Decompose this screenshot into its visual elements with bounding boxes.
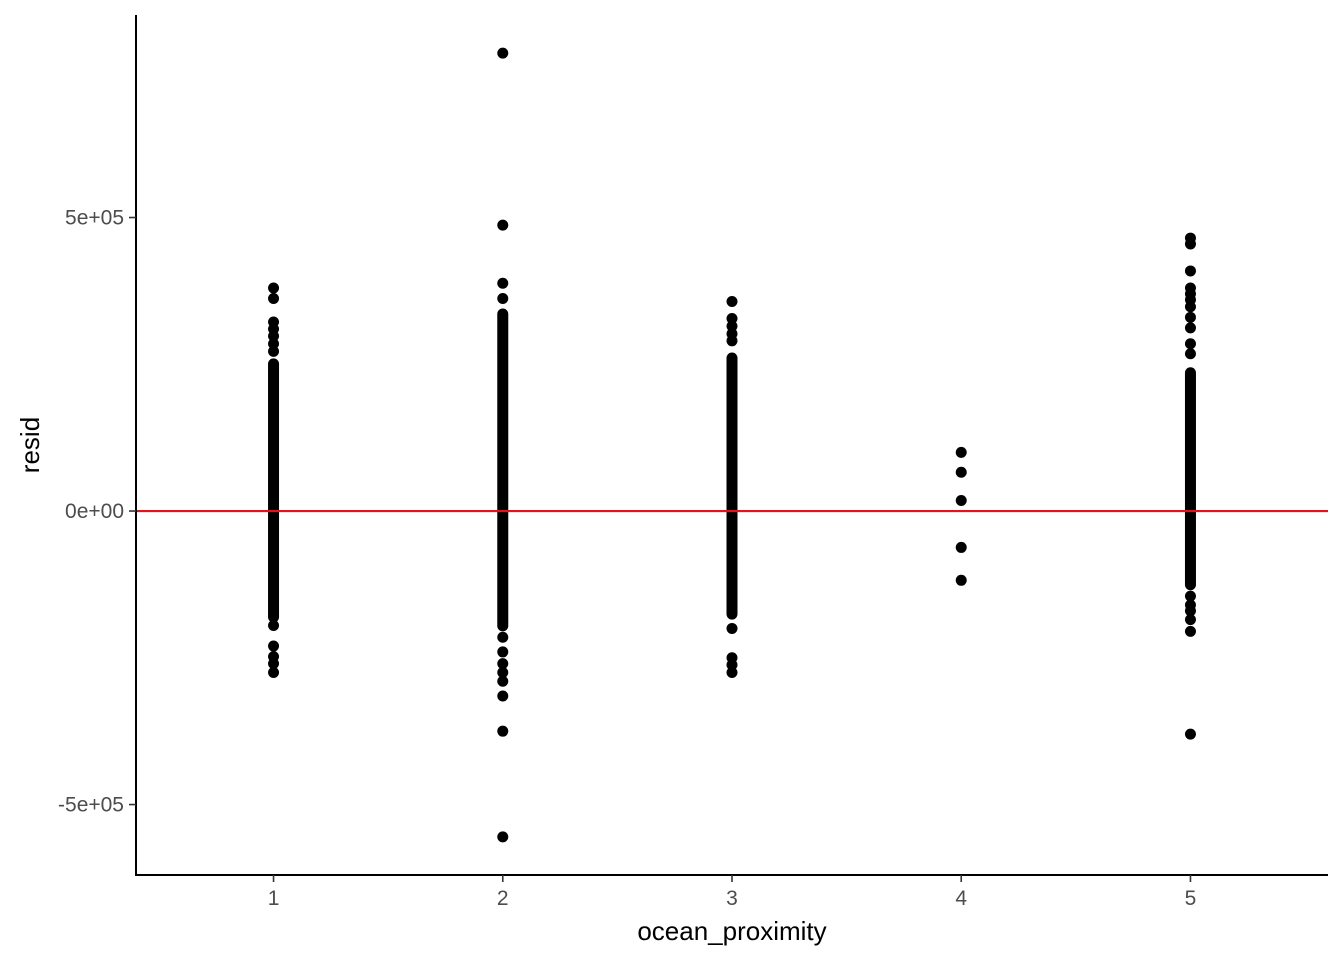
data-point (955, 494, 967, 506)
data-point (1184, 590, 1196, 602)
data-point (497, 690, 509, 702)
data-point (726, 335, 738, 347)
data-point (726, 666, 738, 678)
data-point (497, 675, 509, 687)
x-tick-label: 4 (955, 887, 967, 910)
data-point (268, 345, 280, 357)
data-point (268, 640, 280, 652)
y-tick-label: 5e+05 (65, 207, 124, 230)
x-tick-label: 5 (1185, 887, 1197, 910)
data-point (497, 293, 509, 305)
data-point (955, 466, 967, 478)
data-point (497, 658, 509, 670)
x-axis-ticks: 1 2 3 4 5 (268, 875, 1197, 910)
dense-point-band-3 (726, 352, 738, 620)
data-point (497, 725, 509, 737)
data-point (1184, 301, 1196, 313)
data-point (1184, 605, 1196, 617)
data-point (268, 282, 280, 294)
data-point (1184, 348, 1196, 360)
data-point (268, 620, 280, 632)
x-tick-label: 1 (268, 887, 280, 910)
data-point (268, 338, 280, 350)
x-tick-label: 3 (726, 887, 738, 910)
x-axis-title: ocean_proximity (637, 916, 826, 946)
data-point (1184, 265, 1196, 277)
data-point (1184, 338, 1196, 350)
data-point (726, 622, 738, 634)
data-point (1184, 322, 1196, 334)
data-point (268, 658, 280, 670)
data-point (1184, 625, 1196, 637)
data-point (497, 666, 509, 678)
data-point (955, 541, 967, 553)
dense-point-band-5 (1184, 367, 1196, 591)
data-point (726, 659, 738, 671)
data-point (1184, 728, 1196, 740)
y-axis-title: resid (15, 417, 45, 473)
data-point (268, 330, 280, 342)
points-layer (268, 47, 1196, 843)
data-point (1184, 311, 1196, 323)
data-point (726, 312, 738, 324)
data-point (1184, 614, 1196, 626)
y-tick-label: -5e+05 (58, 794, 124, 817)
data-point (268, 666, 280, 678)
y-tick-label: 0e+00 (65, 500, 124, 523)
data-point (497, 646, 509, 658)
data-point (497, 831, 509, 843)
x-tick-label: 2 (497, 887, 509, 910)
data-point (268, 293, 280, 305)
data-point (1184, 238, 1196, 250)
data-point (497, 47, 509, 59)
data-point (726, 320, 738, 332)
dense-point-band-2 (497, 308, 509, 632)
data-point (955, 574, 967, 586)
data-point (955, 446, 967, 458)
data-point (726, 295, 738, 307)
y-axis-ticks: 5e+05 0e+00 -5e+05 (58, 207, 136, 817)
data-point (497, 219, 509, 231)
dense-point-band-1 (268, 358, 280, 623)
data-point (497, 631, 509, 643)
data-point (497, 277, 509, 289)
